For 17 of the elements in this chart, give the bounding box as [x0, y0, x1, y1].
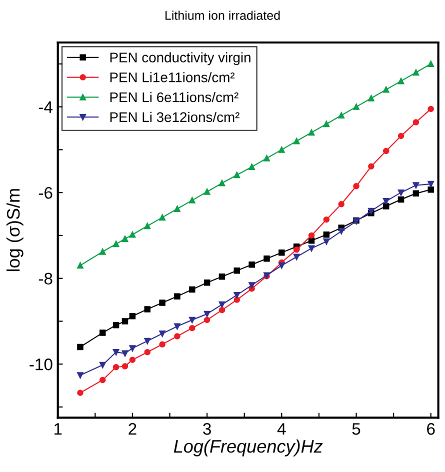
y-tick-label: -10 — [30, 358, 52, 370]
x-tick-label: 3 — [203, 423, 211, 435]
y-tick-label: -6 — [38, 186, 52, 199]
x-tick-label: 5 — [352, 423, 360, 435]
chart-title: Lithium ion irradiated — [166, 10, 280, 20]
x-tick-label: 4 — [277, 423, 286, 435]
x-tick-label: 2 — [128, 423, 136, 435]
x-tick-label: 1 — [54, 423, 62, 435]
y-tick-label: -4 — [38, 101, 53, 113]
x-tick-label: 6 — [427, 423, 435, 435]
y-axis-title: log (σ)S/m — [6, 189, 24, 272]
legend-label: PEN Li 3e12ions/cm² — [110, 112, 240, 122]
legend-label: PEN conductivity virgin — [110, 52, 250, 66]
legend-label: PEN Li 6e11ions/cm² — [110, 92, 238, 102]
legend-label: PEN Li1e11ions/cm² — [110, 72, 235, 82]
y-tick-label: -8 — [38, 272, 52, 285]
x-axis-title: Log(Frequency)Hz — [174, 440, 323, 456]
